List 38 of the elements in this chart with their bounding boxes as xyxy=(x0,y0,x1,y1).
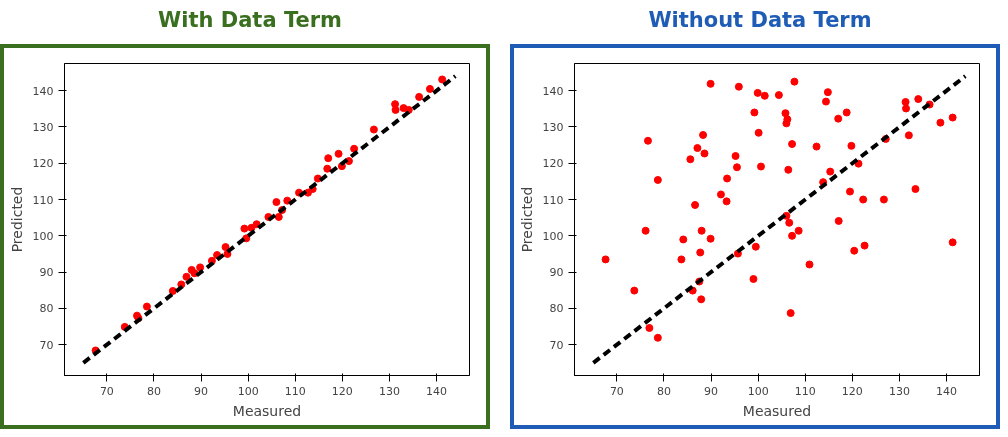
y-tick-label: 100 xyxy=(542,229,564,243)
x-tick-label: 120 xyxy=(331,384,353,398)
x-axis-title: Measured xyxy=(232,402,302,419)
y-tick-label: 140 xyxy=(542,84,564,98)
x-tick-label: 100 xyxy=(237,384,259,398)
y-tick-label: 90 xyxy=(549,266,564,280)
x-tick-label: 70 xyxy=(99,384,114,398)
y-tick-label: 90 xyxy=(39,266,54,280)
y-tick-label: 110 xyxy=(542,193,564,207)
x-tick-label: 140 xyxy=(426,384,448,398)
x-tick-label: 130 xyxy=(378,384,400,398)
x-tick-label: 130 xyxy=(888,384,910,398)
y-axis-title: Predicted xyxy=(8,186,25,253)
y-tick-label: 80 xyxy=(549,302,564,316)
y-tick-label: 120 xyxy=(542,157,564,171)
x-tick-label: 90 xyxy=(194,384,209,398)
y-tick-label: 120 xyxy=(32,157,54,171)
x-tick-label: 90 xyxy=(704,384,719,398)
y-axis-title: Predicted xyxy=(518,186,535,253)
y-tick-label: 110 xyxy=(32,193,54,207)
x-tick-label: 70 xyxy=(609,384,624,398)
x-tick-label: 100 xyxy=(747,384,769,398)
x-tick-label: 110 xyxy=(794,384,816,398)
chart-title: With Data Term xyxy=(158,7,342,34)
y-tick-label: 70 xyxy=(549,338,564,352)
x-tick-label: 80 xyxy=(146,384,161,398)
x-tick-label: 80 xyxy=(656,384,671,398)
x-tick-label: 110 xyxy=(284,384,306,398)
x-tick-label: 140 xyxy=(936,384,958,398)
x-axis-title: Measured xyxy=(742,402,812,419)
y-tick-label: 130 xyxy=(542,120,564,134)
y-tick-label: 100 xyxy=(32,229,54,243)
y-tick-label: 140 xyxy=(32,84,54,98)
x-tick-label: 120 xyxy=(841,384,863,398)
y-tick-label: 70 xyxy=(39,338,54,352)
y-tick-label: 80 xyxy=(39,302,54,316)
y-tick-label: 130 xyxy=(32,120,54,134)
chart-title: Without Data Term xyxy=(648,7,872,34)
